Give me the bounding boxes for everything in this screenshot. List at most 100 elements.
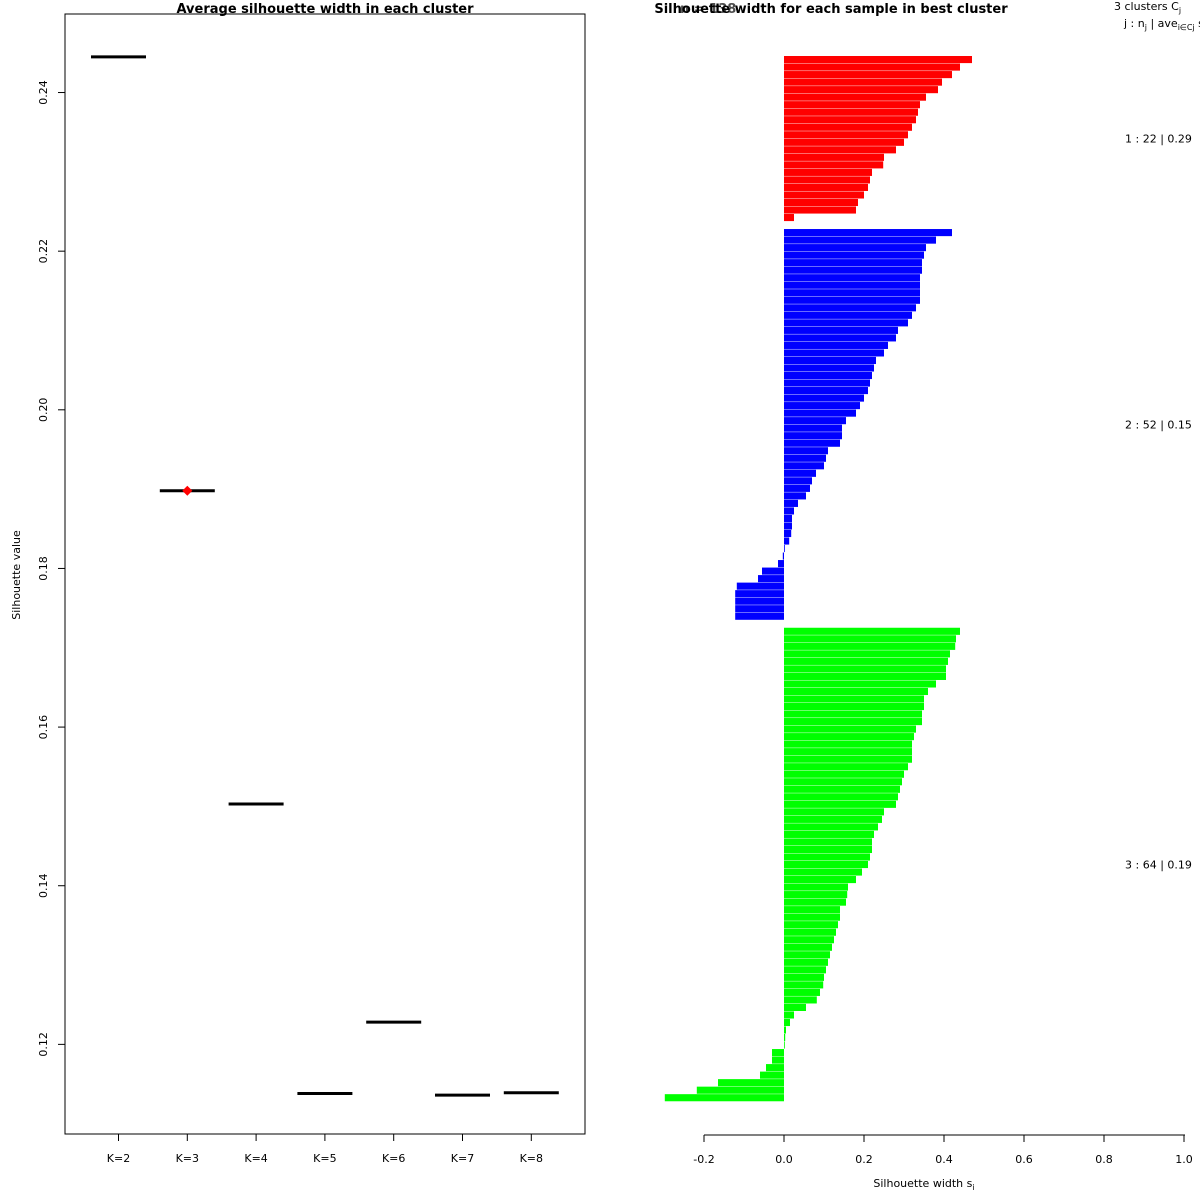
silhouette-bar <box>784 966 826 974</box>
right-x-tick-label: -0.2 <box>693 1153 714 1166</box>
right-x-tick-label: 0.2 <box>855 1153 873 1166</box>
silhouette-bar <box>784 1018 790 1027</box>
silhouette-bar <box>784 206 856 214</box>
silhouette-bar <box>784 973 824 981</box>
silhouette-bar <box>784 131 908 139</box>
left-y-axis-label: Silhouette value <box>10 530 23 620</box>
silhouette-bar <box>784 499 798 507</box>
silhouette-bar <box>784 349 884 357</box>
left-x-axis: K=2 K=3 K=4 K=5 K=6 K=7 K=8 <box>107 1134 543 1165</box>
silhouette-bar <box>784 665 946 673</box>
silhouette-bar <box>784 951 830 959</box>
silhouette-bar <box>784 71 952 79</box>
silhouette-bar <box>758 575 784 583</box>
silhouette-bar <box>784 702 924 711</box>
silhouette-bar <box>784 906 840 914</box>
silhouette-bar <box>784 823 878 831</box>
silhouette-bar <box>784 341 888 349</box>
silhouette-bar <box>784 740 912 748</box>
silhouette-bar <box>784 432 842 440</box>
left-marks <box>91 55 559 1097</box>
silhouette-bar <box>784 1033 786 1042</box>
silhouette-bar <box>784 356 876 365</box>
legend-line-1: 3 clusters Cj <box>1114 0 1181 15</box>
silhouette-bar <box>784 529 792 538</box>
silhouette-bar <box>784 627 960 635</box>
left-x-tick-label: K=5 <box>313 1152 336 1165</box>
legend-line-2-sub-b: i∈Cj <box>1178 23 1195 32</box>
silhouette-bar <box>784 537 790 545</box>
cluster-labels: 1 : 22 | 0.29 2 : 52 | 0.15 3 : 64 | 0.19 <box>1125 133 1192 872</box>
silhouette-bar <box>784 748 912 756</box>
silhouette-bar <box>784 394 864 402</box>
left-y-tick-label: 0.18 <box>37 556 50 581</box>
best-k-diamond <box>182 485 193 496</box>
silhouette-bar <box>784 1041 785 1049</box>
silhouette-bar <box>784 996 817 1004</box>
cluster-label: 3 : 64 | 0.19 <box>1125 859 1192 872</box>
left-y-tick-label: 0.14 <box>37 873 50 898</box>
silhouette-bar <box>772 1056 784 1064</box>
silhouette-bar <box>784 229 952 237</box>
silhouette-bar <box>735 612 784 620</box>
silhouette-bar <box>784 371 872 380</box>
silhouette-bar <box>784 800 896 808</box>
silhouette-bar <box>784 635 956 643</box>
silhouette-bar <box>784 876 856 884</box>
silhouette-bar <box>784 469 816 477</box>
right-x-axis-label: Silhouette width si <box>873 1177 974 1192</box>
silhouette-bar <box>784 462 824 470</box>
left-y-tick-label: 0.24 <box>37 80 50 105</box>
silhouette-bar <box>784 161 884 169</box>
silhouette-bar <box>784 63 960 71</box>
silhouette-bar <box>784 274 920 282</box>
silhouette-bar <box>784 921 838 929</box>
left-panel: Average silhouette width in each cluster… <box>10 2 586 1165</box>
silhouette-bar <box>784 146 896 154</box>
silhouette-bar <box>784 78 942 86</box>
right-x-axis-label-sub: i <box>972 1183 974 1192</box>
silhouette-bar <box>784 1011 794 1019</box>
silhouette-bar <box>784 417 846 425</box>
silhouette-bar <box>784 687 928 696</box>
legend-line-2-c: s <box>1195 17 1200 30</box>
silhouette-bar <box>784 958 828 966</box>
silhouette-bar <box>784 168 872 176</box>
right-x-tick-label: 0.4 <box>935 1153 953 1166</box>
silhouette-bar <box>784 853 870 861</box>
silhouette-bar <box>784 402 860 410</box>
silhouette-bar <box>772 1049 784 1057</box>
silhouette-bar <box>784 379 870 387</box>
silhouette-bar <box>784 838 872 846</box>
left-y-tick-label: 0.20 <box>37 398 50 423</box>
silhouette-bar <box>784 311 912 319</box>
silhouette-bar <box>762 567 784 575</box>
silhouette-bar <box>784 334 896 342</box>
silhouette-bar <box>784 1026 786 1034</box>
silhouette-bar <box>784 364 874 372</box>
silhouette-bar <box>664 1094 784 1102</box>
silhouette-bar <box>784 718 922 726</box>
silhouette-bar <box>784 191 864 199</box>
silhouette-bar <box>766 1064 784 1072</box>
silhouette-bar <box>784 424 842 432</box>
silhouette-bar <box>784 650 950 658</box>
silhouette-bar <box>784 778 902 786</box>
legend-line-2-b: | ave <box>1147 17 1178 30</box>
silhouette-bar <box>784 319 908 327</box>
silhouette-bar <box>784 439 840 447</box>
left-x-tick-label: K=4 <box>244 1152 267 1165</box>
silhouette-bar <box>784 845 872 854</box>
silhouette-bar <box>784 785 900 793</box>
right-x-axis-label-main: Silhouette width s <box>873 1177 972 1190</box>
silhouette-bar <box>784 101 920 109</box>
silhouette-bar <box>784 1003 806 1011</box>
silhouette-bar <box>784 725 916 733</box>
silhouette-bar <box>784 522 792 530</box>
silhouette-bar <box>784 251 924 259</box>
silhouette-bar <box>784 868 862 876</box>
right-chart-title: Silhouette width for each sample in best… <box>654 2 1008 17</box>
silhouette-bar <box>784 259 922 267</box>
silhouette-bar <box>784 116 916 124</box>
left-x-tick-label: K=2 <box>107 1152 130 1165</box>
